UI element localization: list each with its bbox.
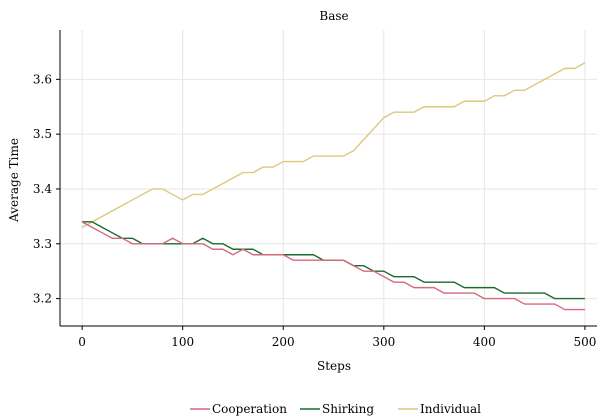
y-tick-label: 3.4 [33,182,52,196]
x-tick-label: 0 [78,335,86,349]
legend-label-individual: Individual [420,402,481,416]
y-axis-title: Average Time [7,138,21,223]
legend: Cooperation Shirking Individual [190,402,481,416]
y-tick-label: 3.6 [33,72,52,86]
ticks: 0 100 200 300 400 500 3.2 3.3 3.4 3.5 3.6 [33,72,596,349]
x-axis-title: Steps [317,359,351,373]
series-line-individual [81,62,586,228]
y-tick-label: 3.2 [33,292,52,306]
x-tick-label: 500 [573,335,596,349]
legend-label-cooperation: Cooperation [212,402,287,416]
legend-label-shirking: Shirking [322,402,374,416]
grid [60,30,597,326]
x-tick-label: 100 [171,335,194,349]
x-tick-label: 300 [372,335,395,349]
series-layer [81,62,586,311]
y-tick-label: 3.5 [33,127,52,141]
x-tick-label: 400 [473,335,496,349]
y-tick-label: 3.3 [33,237,52,251]
x-tick-label: 200 [272,335,295,349]
series-line-cooperation [81,221,585,311]
chart-title: Base [319,9,348,23]
